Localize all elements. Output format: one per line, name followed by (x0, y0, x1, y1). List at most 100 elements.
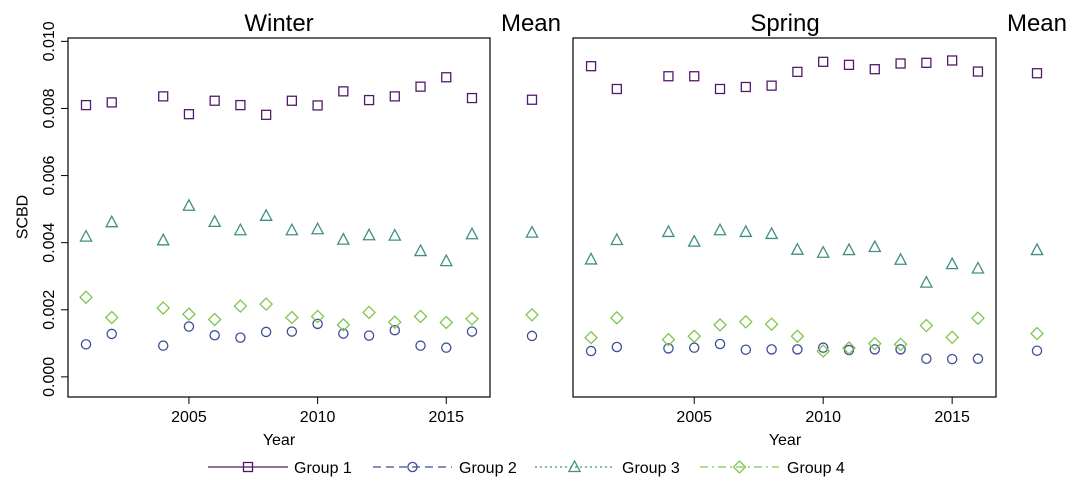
data-point (466, 326, 478, 337)
data-point (946, 353, 958, 365)
data-point (663, 71, 674, 82)
data-point (945, 330, 960, 345)
data-point (971, 311, 985, 326)
data-point (441, 342, 452, 353)
y-tick-label: 0.002 (41, 290, 58, 330)
data-point (921, 57, 932, 68)
data-point (738, 314, 753, 329)
data-point (259, 208, 273, 221)
data-point (465, 311, 479, 326)
data-point (842, 341, 856, 355)
data-point (233, 222, 248, 236)
data-point (867, 336, 882, 351)
series-group-3 (79, 198, 539, 267)
data-point (415, 340, 426, 351)
data-point (209, 95, 220, 106)
data-point (584, 330, 598, 345)
data-point (766, 344, 777, 355)
data-point (389, 324, 401, 336)
data-point (415, 81, 426, 92)
data-point (611, 83, 622, 95)
data-point (235, 332, 246, 343)
data-point (714, 338, 726, 350)
plot-frame-spring (572, 37, 997, 398)
data-point (895, 344, 906, 355)
data-point (260, 109, 272, 120)
x-tick-label: 2010 (300, 409, 336, 426)
data-point (869, 64, 880, 75)
data-point (842, 242, 856, 256)
data-point (790, 242, 805, 255)
data-point (79, 229, 93, 242)
x-tick-label: 2015 (428, 409, 464, 426)
data-point (260, 326, 272, 338)
data-point (310, 221, 325, 235)
mean-point (1031, 68, 1043, 79)
data-point (972, 66, 984, 77)
data-point (868, 239, 882, 253)
legend-label: Group 4 (787, 460, 845, 477)
data-point (104, 310, 119, 325)
series-group-1 (80, 72, 538, 120)
data-point (439, 253, 453, 267)
legend-label: Group 2 (459, 460, 517, 477)
data-point (869, 344, 881, 355)
data-point (105, 214, 119, 228)
data-point (689, 71, 700, 82)
mean-label: Mean (501, 10, 561, 37)
mean-point (526, 330, 538, 342)
data-point (764, 317, 779, 332)
y-tick-label: 0.008 (41, 88, 58, 128)
data-point (363, 94, 375, 106)
data-point (585, 345, 597, 357)
y-tick-label: 0.000 (41, 357, 58, 397)
y-tick-label: 0.004 (41, 223, 58, 263)
data-point (466, 92, 478, 104)
data-point (156, 232, 170, 246)
series-group-2 (585, 338, 1043, 365)
data-point (816, 344, 831, 358)
data-point (80, 339, 92, 350)
x-tick-label: 2005 (676, 409, 712, 426)
data-point (610, 232, 624, 246)
legend-marker-4 (732, 460, 747, 474)
data-point (843, 59, 855, 70)
data-point (387, 315, 402, 330)
data-point (687, 234, 701, 247)
data-point (106, 97, 117, 108)
data-point (818, 56, 829, 67)
data-point (338, 328, 349, 339)
data-point (389, 91, 400, 102)
data-point (156, 301, 171, 316)
data-point (259, 297, 274, 311)
panel-title: Winter (244, 10, 313, 37)
data-point (919, 318, 934, 333)
panel-title: Spring (750, 10, 819, 37)
x-axis-label: Year (263, 432, 296, 449)
data-point (687, 329, 702, 344)
data-point (945, 256, 959, 270)
data-point (439, 315, 454, 330)
data-point (284, 310, 299, 325)
data-point (363, 330, 375, 341)
data-point (895, 58, 906, 69)
data-point (661, 332, 676, 347)
data-point (79, 290, 93, 305)
data-point (764, 226, 779, 240)
data-point (921, 353, 932, 365)
data-point (286, 326, 298, 337)
y-axis-label: SCBD (15, 195, 32, 239)
data-point (740, 81, 751, 93)
series-group-3 (584, 222, 1044, 288)
data-point (362, 305, 376, 320)
data-point (817, 342, 829, 353)
data-point (919, 275, 934, 288)
data-point (362, 227, 376, 241)
data-point (947, 55, 958, 66)
x-tick-label: 2005 (171, 409, 207, 426)
series-group-4 (584, 310, 1044, 358)
data-point (413, 243, 428, 257)
legend-marker-3 (567, 459, 582, 473)
data-point (235, 99, 246, 111)
